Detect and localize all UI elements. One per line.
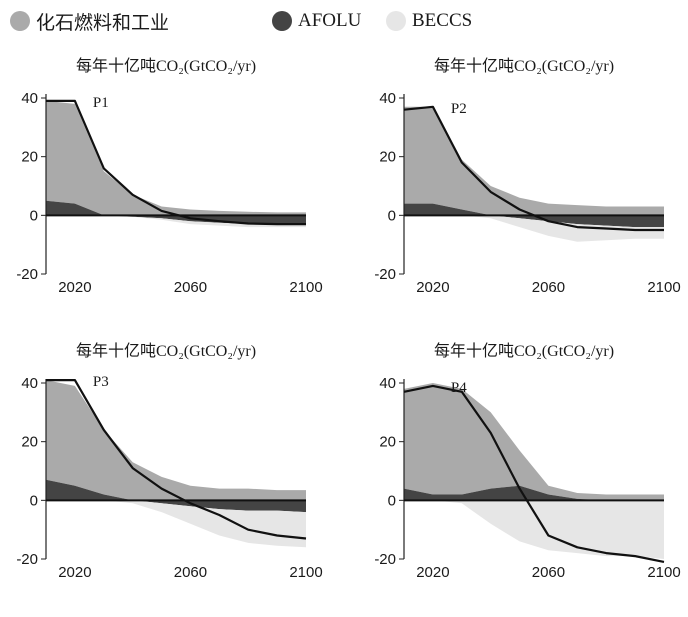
- legend-label-beccs: BECCS: [412, 10, 473, 31]
- y-tick-label: -20: [374, 551, 396, 568]
- y-tick-label: 20: [379, 149, 396, 166]
- x-tick-label: 2060: [174, 564, 207, 581]
- net-emissions-line: [46, 99, 306, 226]
- x-tick-label: 2060: [532, 564, 565, 581]
- x-tick-label: 2020: [416, 279, 449, 296]
- area-beccs: [404, 500, 664, 559]
- legend-label-fossil: 化石燃料和工业: [36, 12, 170, 34]
- x-tick-label: 2060: [532, 279, 565, 296]
- area-beccs: [46, 500, 306, 548]
- area-afolu-negative: [46, 215, 306, 225]
- x-tick-label: 2060: [174, 279, 207, 296]
- area-fossil-positive: [46, 100, 306, 216]
- y-tick-label: 0: [30, 492, 38, 509]
- chart-svg: -20 0 20 40 2020 2060 2100 P3: [16, 374, 322, 581]
- legend-item-afolu: AFOLU: [272, 6, 361, 36]
- area-afolu-positive: [46, 200, 306, 216]
- panel-title: 每年十亿吨CO₂(GtCO₂/yr): [434, 343, 615, 360]
- legend-item-beccs: BECCS: [386, 6, 472, 36]
- y-tick-label: 40: [21, 375, 38, 392]
- y-tick-label: -20: [16, 266, 38, 283]
- y-tick-label: 20: [21, 149, 38, 166]
- y-tick-label: 0: [30, 207, 38, 224]
- panel-label: P2: [451, 101, 467, 117]
- x-tick-label: 2100: [289, 564, 322, 581]
- x-tick-label: 2100: [289, 279, 322, 296]
- chart-svg: -20 0 20 40 2020 2060 2100 P2: [374, 90, 680, 296]
- area-afolu-positive: [404, 485, 664, 501]
- net-emissions-line: [46, 379, 307, 540]
- y-tick-label: 20: [21, 434, 38, 451]
- net-emissions-line: [403, 384, 665, 563]
- y-tick-label: 20: [379, 434, 396, 451]
- chart-panel-p4: 每年十亿吨CO₂(GtCO₂/yr) -20 0 20 40 2020 2060 2100 P…: [358, 337, 688, 617]
- y-tick-label: 0: [388, 492, 396, 509]
- y-tick-label: 40: [21, 90, 38, 107]
- panel-title: 每年十亿吨CO₂(GtCO₂/yr): [76, 58, 257, 75]
- area-fossil-positive: [46, 380, 306, 501]
- x-tick-label: 2020: [58, 279, 91, 296]
- y-tick-label: -20: [374, 266, 396, 283]
- y-tick-label: 40: [379, 375, 396, 392]
- area-beccs: [404, 215, 664, 242]
- legend-label-afolu: AFOLU: [298, 10, 362, 31]
- area-fossil-positive: [404, 383, 664, 501]
- area-fossil-positive: [404, 106, 664, 216]
- legend-swatch-afolu: [272, 11, 292, 31]
- panel-title: 每年十亿吨CO₂(GtCO₂/yr): [434, 58, 615, 75]
- chart-panel-p2: 每年十亿吨CO₂(GtCO₂/yr) -20 0 20 40 2020 2060 2100 P…: [358, 52, 688, 332]
- x-tick-label: 2100: [647, 279, 680, 296]
- x-tick-label: 2020: [416, 564, 449, 581]
- y-tick-label: -20: [16, 551, 38, 568]
- x-tick-label: 2100: [647, 564, 680, 581]
- chart-svg: -20 0 20 40 2020 2060 2100 P4: [374, 375, 680, 581]
- area-afolu-positive: [404, 203, 664, 216]
- legend-item-fossil: 化石燃料和工业: [10, 6, 169, 36]
- area-afolu-positive: [46, 479, 306, 501]
- x-tick-label: 2020: [58, 564, 91, 581]
- panel-label: P4: [451, 380, 467, 396]
- net-emissions-line: [403, 105, 664, 232]
- chart-panel-p1: 每年十亿吨CO₂(GtCO₂/yr) -20 0 20 40 2020 2060 2100 P…: [0, 52, 340, 332]
- legend: 化石燃料和工业 AFOLU BECCS: [10, 6, 680, 36]
- y-tick-label: 0: [388, 207, 396, 224]
- legend-swatch-fossil: [10, 11, 30, 31]
- panel-label: P3: [93, 374, 109, 390]
- panel-label: P1: [93, 95, 109, 111]
- y-tick-label: 40: [379, 90, 396, 107]
- legend-swatch-beccs: [386, 11, 406, 31]
- area-afolu-negative: [46, 500, 306, 513]
- area-afolu-negative: [404, 215, 664, 228]
- panel-title: 每年十亿吨CO₂(GtCO₂/yr): [76, 343, 257, 360]
- area-beccs: [46, 215, 306, 228]
- chart-svg: -20 0 20 40 2020 2060 2100 P1: [16, 90, 322, 296]
- chart-panel-p3: 每年十亿吨CO₂(GtCO₂/yr) -20 0 20 40 2020 2060 2100 P…: [0, 337, 340, 617]
